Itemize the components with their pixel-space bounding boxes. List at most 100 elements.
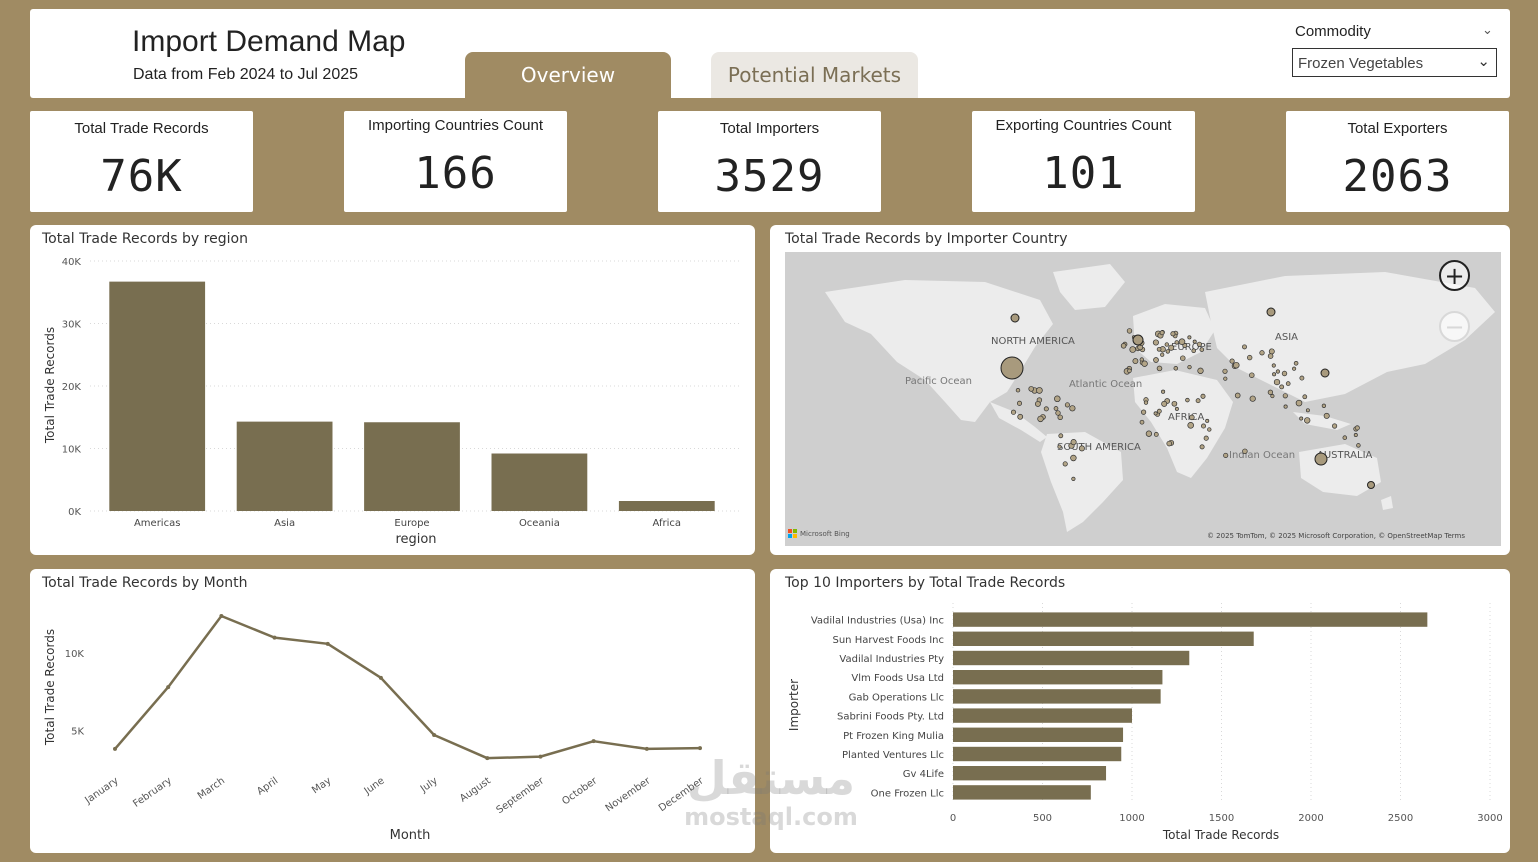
map-bubble[interactable] [1070, 454, 1077, 462]
line-point[interactable] [166, 685, 171, 690]
map-bubble[interactable] [1160, 352, 1165, 357]
map-bubble[interactable] [1132, 334, 1144, 346]
map-bubble[interactable] [1071, 476, 1076, 481]
map-bubble[interactable] [1281, 370, 1288, 377]
importer-bar[interactable] [953, 670, 1163, 685]
map-bubble[interactable] [1152, 339, 1159, 346]
map-bubble[interactable] [1302, 394, 1308, 400]
zoom-out-icon[interactable]: − [1439, 311, 1470, 342]
bar-oceania[interactable] [491, 453, 588, 512]
map-bubble[interactable] [1283, 404, 1288, 409]
map-bubble[interactable] [1187, 421, 1195, 429]
line-point[interactable] [378, 675, 383, 680]
map-bubble[interactable] [1304, 417, 1311, 424]
map-bubble[interactable] [1165, 349, 1170, 354]
map-bubble[interactable] [1233, 361, 1240, 369]
map-bubble[interactable] [1192, 339, 1197, 344]
map-bubble[interactable] [1178, 338, 1186, 345]
map-bubble[interactable] [1057, 414, 1063, 421]
map-bubble[interactable] [1299, 375, 1305, 381]
map-bubble[interactable] [1037, 415, 1044, 423]
map-bubble[interactable] [1016, 400, 1023, 406]
map-bubble[interactable] [1323, 412, 1330, 419]
map-bubble[interactable] [1170, 331, 1176, 337]
map-bubble[interactable] [1332, 423, 1338, 429]
map-bubble[interactable] [1207, 427, 1212, 432]
map-bubble[interactable] [1180, 355, 1186, 361]
importer-bar[interactable] [953, 631, 1254, 646]
map-bubble[interactable] [1353, 433, 1358, 437]
map-bubble[interactable] [1320, 368, 1330, 378]
map-bubble[interactable] [1156, 365, 1163, 372]
map-bubble[interactable] [1161, 389, 1166, 394]
map-bubble[interactable] [1242, 448, 1248, 455]
map-bubble[interactable] [1168, 344, 1175, 351]
map-bubble[interactable] [1234, 392, 1241, 399]
importer-bar[interactable] [953, 746, 1122, 762]
map-bubble[interactable] [1058, 433, 1064, 439]
map-bubble[interactable] [1247, 354, 1253, 361]
importer-bar[interactable] [953, 708, 1132, 723]
map-bubble[interactable] [1249, 395, 1256, 402]
line-point[interactable] [698, 746, 702, 751]
tab-potential-markets[interactable]: Potential Markets [711, 52, 918, 98]
map-bubble[interactable] [1268, 348, 1275, 355]
map-bubble[interactable] [1295, 399, 1303, 407]
map-bubble[interactable] [1267, 353, 1274, 359]
map-bubble[interactable] [1156, 408, 1162, 414]
line-point[interactable] [538, 754, 543, 759]
map-bubble[interactable] [1249, 372, 1255, 378]
map-bubble[interactable] [1200, 423, 1207, 429]
map-bubble[interactable] [1321, 403, 1327, 408]
map-bubble[interactable] [1223, 376, 1228, 381]
map-bubble[interactable] [1292, 366, 1297, 371]
map-bubble[interactable] [1223, 452, 1229, 458]
map-bubble[interactable] [1036, 387, 1043, 394]
map-bubble-layer[interactable] [1000, 307, 1375, 489]
map-bubble[interactable] [1132, 358, 1139, 365]
map-bubble[interactable] [1367, 481, 1375, 489]
map-bubble[interactable] [1140, 409, 1147, 415]
map-bubble[interactable] [1189, 414, 1195, 421]
line-point[interactable] [485, 756, 490, 761]
map-bubble[interactable] [1279, 384, 1285, 390]
map-bubble[interactable] [1229, 358, 1235, 364]
map-bubble[interactable] [1195, 398, 1201, 404]
map-bubble[interactable] [1267, 389, 1274, 395]
line-point[interactable] [272, 635, 277, 640]
map-bubble[interactable] [1078, 445, 1085, 452]
map-bubble[interactable] [1053, 406, 1059, 411]
map-bubble[interactable] [1199, 444, 1205, 450]
importer-bar[interactable] [953, 650, 1190, 666]
map-bubble[interactable] [1143, 400, 1149, 405]
map-bubble[interactable] [1145, 430, 1153, 437]
map-bubble[interactable] [1120, 343, 1127, 349]
map-bubble[interactable] [1129, 346, 1136, 353]
map-bubble[interactable] [1196, 341, 1202, 347]
map-bubble[interactable] [1062, 461, 1068, 467]
map-bubble[interactable] [1161, 400, 1168, 407]
map-bubble[interactable] [1153, 432, 1159, 437]
map-bubble[interactable] [1203, 435, 1209, 441]
map-bubble[interactable] [1271, 363, 1276, 368]
map-bubble[interactable] [1270, 394, 1275, 399]
map-bubble[interactable] [1000, 356, 1024, 380]
map-bubble[interactable] [1153, 357, 1159, 363]
line-series[interactable] [114, 614, 701, 760]
map-bubble[interactable] [1164, 342, 1169, 347]
line-point[interactable] [113, 746, 117, 751]
map-bubble[interactable] [1356, 443, 1361, 448]
map-bubble[interactable] [1187, 335, 1192, 340]
zoom-in-icon[interactable]: + [1439, 260, 1470, 291]
map-bubble[interactable] [1266, 307, 1276, 317]
map-bubble[interactable] [1199, 347, 1205, 352]
map-bubble[interactable] [1272, 372, 1277, 377]
map-attribution-terms[interactable]: © 2025 TomTom, © 2025 Microsoft Corporat… [1207, 532, 1465, 540]
map-bubble[interactable] [1010, 409, 1017, 415]
map-bubble[interactable] [1293, 361, 1299, 366]
map-bubble[interactable] [1141, 360, 1148, 367]
map-bubble[interactable] [1314, 452, 1328, 466]
line-point[interactable] [591, 739, 596, 744]
map-bubble[interactable] [1139, 419, 1145, 425]
map-bubble[interactable] [1174, 406, 1179, 411]
